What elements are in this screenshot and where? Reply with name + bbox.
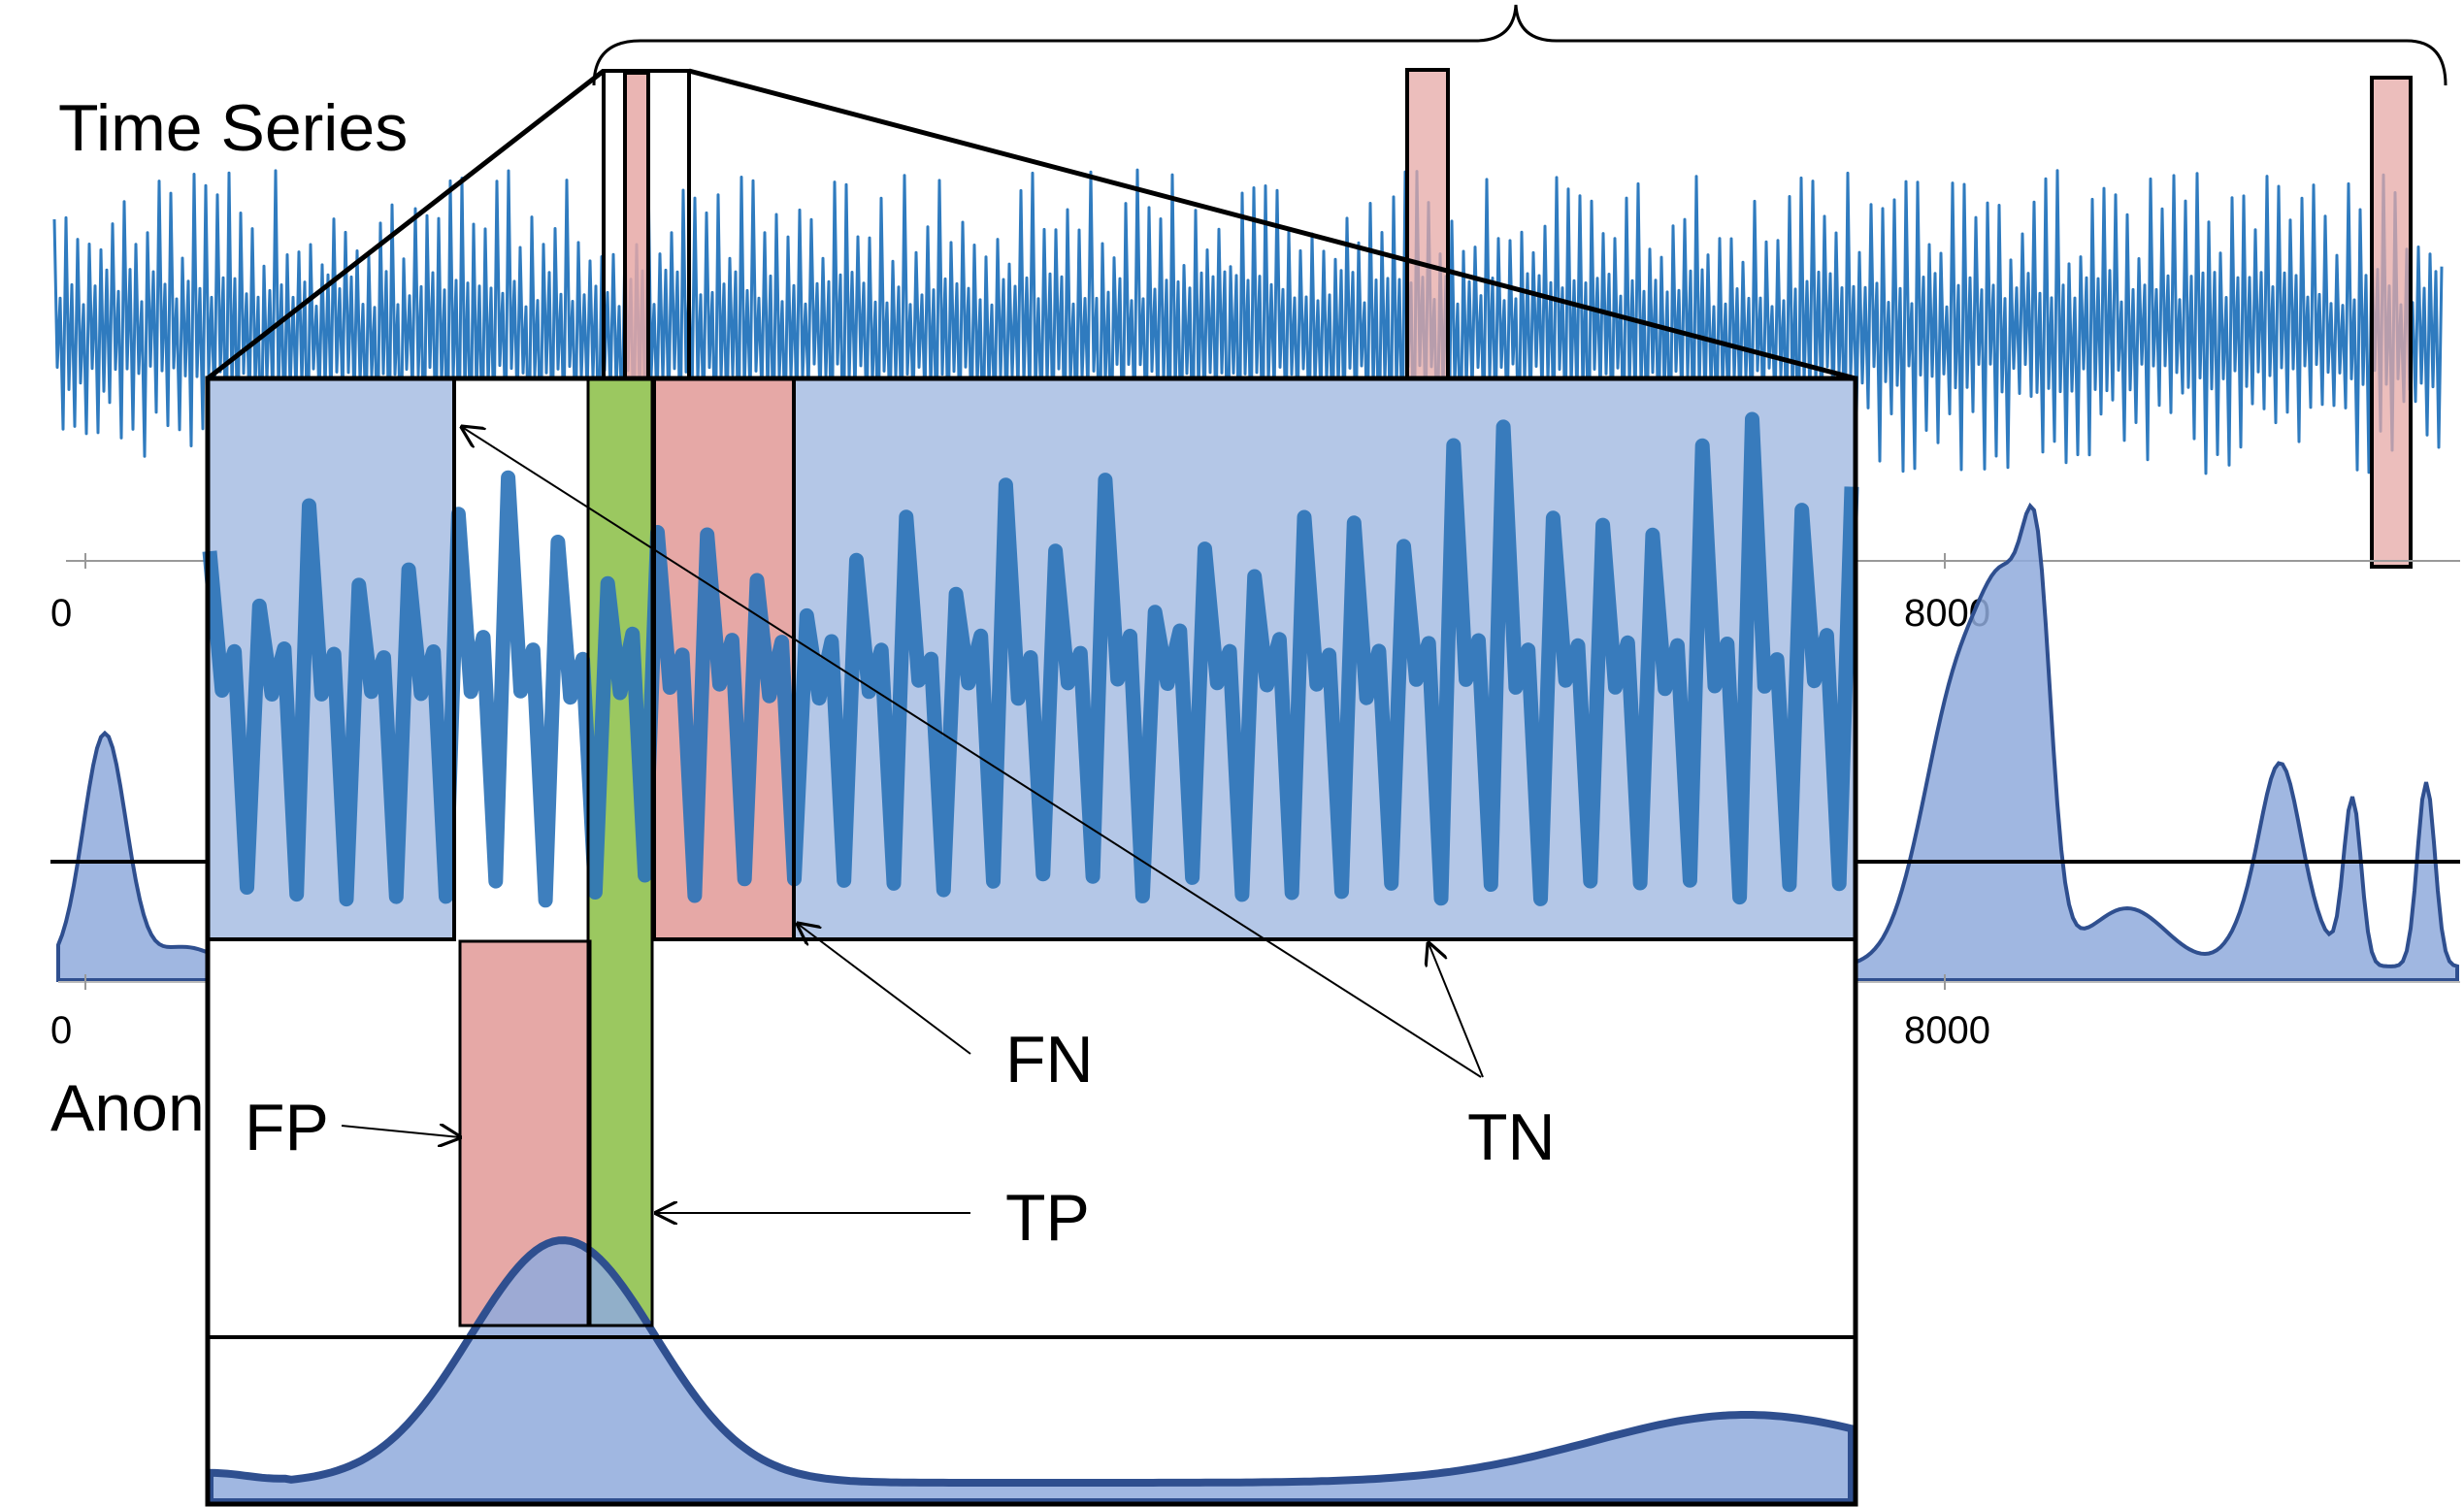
overview-anomaly-window-1 (623, 71, 650, 385)
inset-frame (205, 376, 1858, 1507)
anomaly-title-partial: Anon (50, 1071, 205, 1145)
tp-label: TP (1005, 1181, 1090, 1255)
zoomed-inset (202, 376, 1859, 1507)
overview-anomaly-window-2 (1405, 68, 1450, 388)
zoomed-time-series-line (202, 411, 1859, 908)
fn-label: FN (1005, 1023, 1094, 1097)
time-series-title: Time Series (58, 91, 408, 165)
tn-label: TN (1467, 1100, 1556, 1174)
tn-arrow-right (1429, 943, 1484, 1078)
fp-arrow (341, 1126, 460, 1137)
zoomed-anomaly-score-area (206, 1236, 1856, 1506)
overview-time-series-line (52, 168, 2444, 476)
zoom-projection-right (688, 68, 1856, 381)
fn-arrow (798, 924, 971, 1055)
brace-bracket (592, 4, 2448, 86)
bottom-tick-label-0: 0 (50, 1009, 72, 1052)
zoom-projection-left (206, 69, 606, 380)
fp-label: FP (245, 1091, 329, 1164)
tn-arrow-left (462, 427, 1482, 1078)
overview-anomaly-window-3 (2370, 76, 2413, 569)
bottom-tick-label-8000: 8000 (1904, 1009, 1990, 1052)
top-tick-label-0: 0 (50, 592, 72, 635)
